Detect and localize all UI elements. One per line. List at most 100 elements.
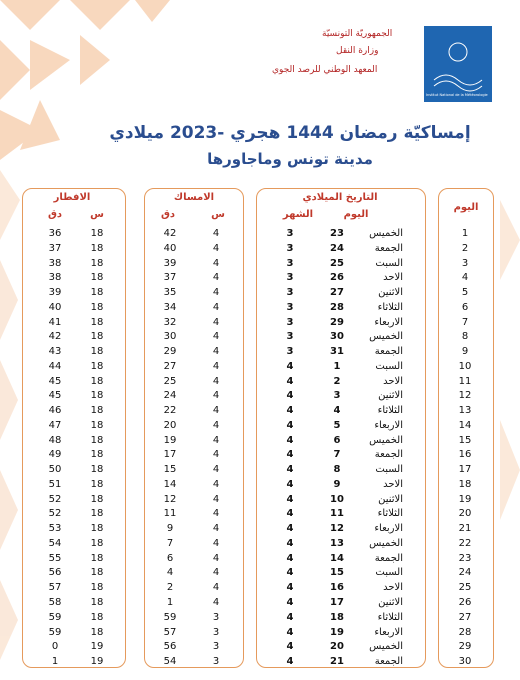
imsak-minute: 34 <box>163 301 177 313</box>
date-day: 13 <box>330 537 344 549</box>
iftar-minute: 40 <box>48 301 62 313</box>
day-number: 9 <box>461 346 469 358</box>
iftar-minute: 38 <box>48 272 62 284</box>
day-number: 28 <box>458 626 472 638</box>
imsak-hour: 3 <box>212 641 220 653</box>
iftar-minute: 51 <box>48 478 62 490</box>
iftar-minute: 50 <box>48 464 62 476</box>
iftar-hour: 18 <box>90 626 104 638</box>
day-number: 16 <box>458 449 472 461</box>
day-number: 4 <box>461 272 469 284</box>
iftar-hour: 18 <box>90 360 104 372</box>
date-day: 20 <box>330 641 344 653</box>
date-month: 4 <box>286 582 294 594</box>
date-month: 4 <box>286 552 294 564</box>
weekday: السبت <box>375 257 403 269</box>
iftar-hour: 18 <box>90 301 104 313</box>
weekday: الخميس <box>369 331 403 343</box>
date-month: 4 <box>286 567 294 579</box>
date-day: 10 <box>330 493 344 505</box>
iftar-minute: 1 <box>51 656 59 667</box>
iftar-minute: 0 <box>51 641 59 653</box>
iftar-hour: 18 <box>90 419 104 431</box>
date-day: 26 <box>330 272 344 284</box>
day-number: 14 <box>458 419 472 431</box>
date-day: 29 <box>330 316 344 328</box>
imsak-hour: 4 <box>212 390 220 402</box>
date-day: 18 <box>330 611 344 623</box>
iftar-hour: 18 <box>90 375 104 387</box>
date-month: 4 <box>286 641 294 653</box>
imsak-hour: 4 <box>212 346 220 358</box>
sub-header: دق <box>160 209 176 220</box>
date-month: 3 <box>286 242 294 254</box>
iftar-hour: 18 <box>90 390 104 402</box>
iftar-hour: 18 <box>90 331 104 343</box>
iftar-minute: 53 <box>48 523 62 535</box>
date-month: 3 <box>286 257 294 269</box>
iftar-minute: 59 <box>48 626 62 638</box>
iftar-minute: 55 <box>48 552 62 564</box>
sub-header: الشهر <box>282 209 314 220</box>
iftar-minute: 36 <box>48 228 62 239</box>
date-month: 4 <box>286 626 294 638</box>
imsak-hour: 3 <box>212 626 220 638</box>
date-day: 16 <box>330 582 344 594</box>
iftar-minute: 56 <box>48 567 62 579</box>
day-number: 5 <box>461 287 469 298</box>
imsak-minute: 11 <box>163 508 177 520</box>
iftar-minute: 45 <box>48 375 62 387</box>
iftar-hour: 18 <box>90 493 104 505</box>
weekday: الاربعاء <box>374 316 403 328</box>
iftar-hour: 18 <box>90 552 104 564</box>
imsak-minute: 37 <box>163 272 177 284</box>
imsak-minute: 54 <box>163 656 177 667</box>
iftar-hour: 18 <box>90 582 104 594</box>
date-day: 3 <box>333 390 341 402</box>
sub-header: س <box>90 209 104 220</box>
imsak-hour: 4 <box>212 419 220 431</box>
iftar-hour: 18 <box>90 242 104 254</box>
imsak-hour: 4 <box>212 493 220 505</box>
iftar-minute: 43 <box>48 346 62 358</box>
date-day: 17 <box>330 597 344 608</box>
subtitle: مدينة تونس وماجاورها <box>207 150 373 168</box>
imsak-hour: 4 <box>212 360 220 372</box>
iftar-minute: 48 <box>48 434 62 446</box>
iftar-hour: 18 <box>90 537 104 549</box>
weekday: الخميس <box>369 228 403 239</box>
day-number: 21 <box>458 523 472 535</box>
iftar-minute: 42 <box>48 331 62 343</box>
imsak-hour: 4 <box>212 464 220 476</box>
iftar-minute: 46 <box>48 405 62 417</box>
imsak-hour: 4 <box>212 508 220 520</box>
imsak-hour: 4 <box>212 567 220 579</box>
date-day: 2 <box>333 375 341 387</box>
date-month: 3 <box>286 331 294 343</box>
imsak-hour: 4 <box>212 287 220 298</box>
day-number: 3 <box>461 257 469 269</box>
date-day: 5 <box>333 419 341 431</box>
iftar-minute: 58 <box>48 597 62 608</box>
date-month: 3 <box>286 301 294 313</box>
imsak-minute: 35 <box>163 287 177 298</box>
date-month: 4 <box>286 537 294 549</box>
imsak-hour: 4 <box>212 316 220 328</box>
weekday: الثلاثاء <box>377 301 403 313</box>
weekday: السبت <box>375 567 403 579</box>
iftar-hour: 18 <box>90 434 104 446</box>
date-day: 28 <box>330 301 344 313</box>
weekday: الاثنين <box>378 597 403 608</box>
imsak-hour: 4 <box>212 582 220 594</box>
imsak-minute: 4 <box>166 567 174 579</box>
date-month: 4 <box>286 405 294 417</box>
imsak-minute: 22 <box>163 405 177 417</box>
date-box <box>256 188 426 668</box>
imsak-minute: 27 <box>163 360 177 372</box>
weekday: الجمعة <box>374 552 403 564</box>
date-month: 4 <box>286 656 294 667</box>
date-day: 27 <box>330 287 344 298</box>
weekday: الاثنين <box>378 287 403 298</box>
imsak-minute: 42 <box>163 228 177 239</box>
